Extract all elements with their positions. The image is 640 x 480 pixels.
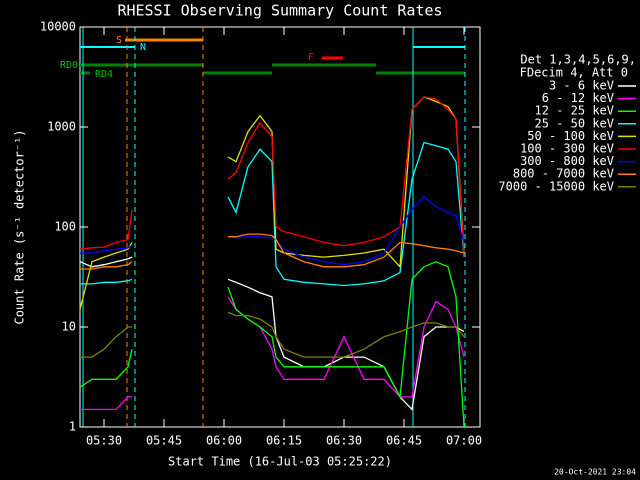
x-tick-label: 06:00 [206, 434, 242, 448]
y-tick-label: 100 [54, 220, 76, 234]
plot-frame [79, 26, 481, 428]
x-tick-label: 06:15 [266, 434, 302, 448]
x-tick-label: 06:45 [386, 434, 422, 448]
y-tick-label: 10 [62, 320, 76, 334]
x-tick-label: 05:45 [146, 434, 182, 448]
legend-label: 25 - 50 keV [535, 116, 614, 130]
data-line [80, 311, 465, 358]
data-line [79, 96, 465, 310]
y-tick-label: 10000 [40, 20, 76, 34]
legend-label: 800 - 7000 keV [513, 167, 614, 181]
x-axis-title: Start Time (16-Jul-03 05:25:22) [168, 455, 392, 469]
data-line [80, 233, 465, 270]
y-tick-label: 1 [69, 420, 76, 434]
chart-title: RHESSI Observing Summary Count Rates [117, 2, 442, 20]
annotation: RD0 [60, 60, 78, 71]
annotation: RD4 [95, 69, 113, 80]
annotation: N [140, 42, 146, 53]
legend-header: Det 1,3,4,5,6,9, [520, 53, 636, 67]
footer: 20-Oct-2021 23:04 [554, 468, 636, 477]
legend-label: 3 - 6 keV [549, 79, 614, 93]
legend-label: 6 - 12 keV [542, 91, 614, 105]
legend-label: 7000 - 15000 keV [498, 179, 614, 193]
legend-label: 50 - 100 keV [527, 129, 614, 143]
data-line [80, 296, 465, 411]
legend-label: 12 - 25 keV [535, 104, 614, 118]
y-tick-label: 1000 [47, 120, 76, 134]
x-tick-label: 06:30 [326, 434, 362, 448]
x-tick-label: 05:30 [86, 434, 122, 448]
annotation: F [308, 52, 314, 63]
legend-header: FDecim 4, Att 0 [520, 66, 628, 80]
x-tick-label: 07:00 [446, 434, 482, 448]
legend-label: 100 - 300 keV [520, 142, 614, 156]
annotation: S [116, 35, 122, 46]
y-axis-title: Count Rate (s⁻¹ detector⁻¹) [13, 129, 27, 324]
data-line [80, 196, 465, 266]
legend-label: 300 - 800 keV [520, 154, 614, 168]
data-line [79, 96, 465, 258]
data-line [79, 260, 465, 428]
data-line [80, 141, 465, 287]
